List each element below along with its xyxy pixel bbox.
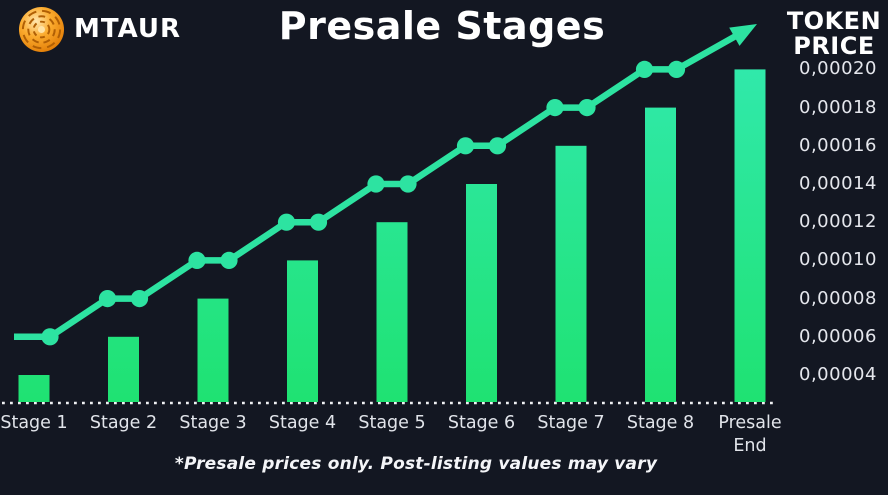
y-tick-0_00016: 0,00016	[799, 134, 877, 156]
x-label-stage-1: Stage 1	[0, 413, 68, 433]
trend-line-dot	[488, 137, 507, 155]
trend-line-dot	[456, 137, 475, 155]
x-label-stage-2: Stage 2	[89, 413, 158, 433]
y-tick-0_00018: 0,00018	[799, 96, 877, 118]
y-tick-0_00012: 0,00012	[799, 211, 877, 233]
trend-line-dot	[41, 328, 59, 346]
trend-line-dot	[98, 290, 117, 308]
x-label-stage-4: Stage 4	[268, 413, 337, 433]
y-tick-0_00010: 0,00010	[799, 249, 877, 271]
bar-stage-1	[18, 375, 50, 402]
bar-stage-5	[376, 222, 408, 402]
y-tick-0_00006: 0,00006	[799, 325, 877, 347]
trend-line-dot	[188, 251, 206, 269]
footnote-disclaimer: *Presale prices only. Post-listing value…	[174, 454, 658, 474]
trend-line-dot	[635, 60, 654, 78]
x-label-stage-6: Stage 6	[447, 413, 516, 433]
y-tick-0_00008: 0,00008	[799, 287, 877, 309]
bar-stage-7	[555, 145, 587, 403]
axis-title-line1: TOKEN	[786, 7, 882, 35]
axis-title-line2: PRICE	[793, 32, 875, 61]
page-title: Presale Stages	[278, 4, 606, 48]
trend-line-dot	[220, 251, 238, 269]
trend-line-dot	[578, 99, 596, 117]
brand-name: MTAUR	[74, 14, 182, 44]
bar-stage-8	[645, 107, 676, 402]
bar-presale-end	[734, 69, 766, 403]
trend-line-dot	[399, 175, 417, 193]
y-tick-0_00004: 0,00004	[799, 364, 877, 385]
x-label-stage-8: Stage 8	[626, 413, 695, 433]
trend-line-dot	[667, 60, 686, 78]
x-label-presale-end: Presale End	[718, 413, 782, 456]
y-tick-0_00020: 0,00020	[799, 58, 877, 80]
bar-stage-4	[287, 260, 318, 402]
x-label-stage-7: Stage 7	[537, 413, 605, 433]
y-tick-0_00014: 0,00014	[799, 173, 877, 194]
trend-line-dot	[309, 213, 328, 231]
trend-line-dot	[130, 290, 149, 308]
mtaur-coin-logo	[18, 6, 65, 53]
trend-arrow-head-icon	[729, 24, 757, 46]
axis-title-token-price: TOKEN PRICE	[784, 7, 884, 61]
bar-stage-2	[108, 336, 139, 402]
bar-stage-3	[197, 298, 229, 402]
bar-stage-6	[466, 184, 497, 402]
trend-line-dot	[367, 175, 385, 193]
trend-line-dot	[546, 99, 564, 117]
x-label-stage-5: Stage 5	[358, 413, 426, 433]
x-label-stage-3: Stage 3	[179, 413, 247, 433]
trend-line-dot	[277, 213, 296, 231]
